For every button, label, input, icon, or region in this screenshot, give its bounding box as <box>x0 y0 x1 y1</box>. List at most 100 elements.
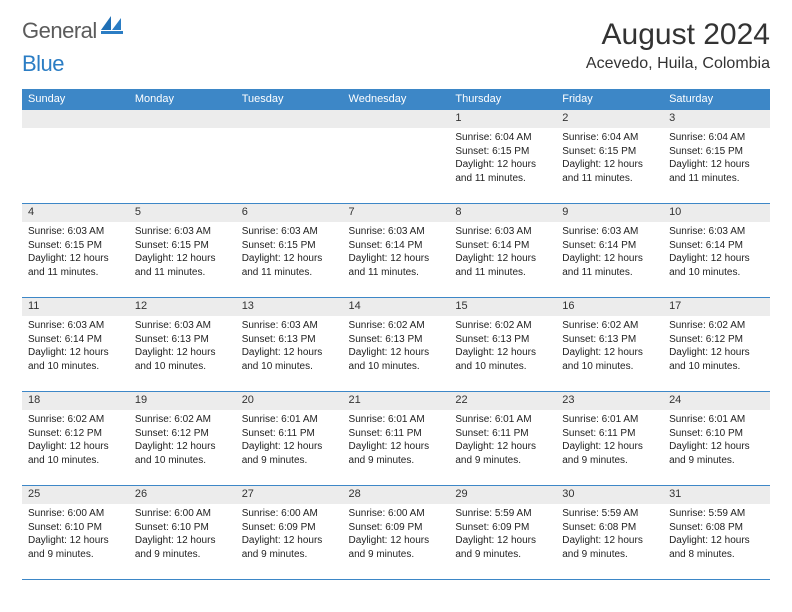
day-details: Sunrise: 6:03 AMSunset: 6:14 PMDaylight:… <box>22 316 129 379</box>
day-header: Friday <box>556 89 663 110</box>
day-details: Sunrise: 6:03 AMSunset: 6:15 PMDaylight:… <box>236 222 343 285</box>
calendar-cell: 19Sunrise: 6:02 AMSunset: 6:12 PMDayligh… <box>129 392 236 486</box>
day-details: Sunrise: 6:04 AMSunset: 6:15 PMDaylight:… <box>449 128 556 191</box>
calendar-cell: 7Sunrise: 6:03 AMSunset: 6:14 PMDaylight… <box>343 204 450 298</box>
calendar-page: General August 2024 Acevedo, Huila, Colo… <box>0 0 792 598</box>
day-number: 31 <box>663 486 770 504</box>
sunrise-text: Sunrise: 6:00 AM <box>242 507 337 521</box>
calendar-cell: 27Sunrise: 6:00 AMSunset: 6:09 PMDayligh… <box>236 486 343 580</box>
day-header: Tuesday <box>236 89 343 110</box>
calendar-cell: 10Sunrise: 6:03 AMSunset: 6:14 PMDayligh… <box>663 204 770 298</box>
sunset-text: Sunset: 6:14 PM <box>455 239 550 253</box>
sunset-text: Sunset: 6:15 PM <box>669 145 764 159</box>
day-details: Sunrise: 6:01 AMSunset: 6:11 PMDaylight:… <box>556 410 663 473</box>
sunrise-text: Sunrise: 6:03 AM <box>349 225 444 239</box>
sunset-text: Sunset: 6:10 PM <box>669 427 764 441</box>
sunrise-text: Sunrise: 6:02 AM <box>135 413 230 427</box>
sunrise-text: Sunrise: 6:01 AM <box>669 413 764 427</box>
sunrise-text: Sunrise: 6:03 AM <box>455 225 550 239</box>
logo-sail-icon <box>101 16 123 39</box>
daylight-text: Daylight: 12 hours and 11 minutes. <box>28 252 123 279</box>
calendar-table: Sunday Monday Tuesday Wednesday Thursday… <box>22 89 770 580</box>
sunrise-text: Sunrise: 6:02 AM <box>669 319 764 333</box>
calendar-cell: 28Sunrise: 6:00 AMSunset: 6:09 PMDayligh… <box>343 486 450 580</box>
day-details: Sunrise: 6:02 AMSunset: 6:12 PMDaylight:… <box>22 410 129 473</box>
sunrise-text: Sunrise: 6:03 AM <box>135 319 230 333</box>
sunset-text: Sunset: 6:14 PM <box>669 239 764 253</box>
daylight-text: Daylight: 12 hours and 9 minutes. <box>349 440 444 467</box>
day-details: Sunrise: 6:02 AMSunset: 6:13 PMDaylight:… <box>556 316 663 379</box>
day-number: 27 <box>236 486 343 504</box>
day-details: Sunrise: 6:00 AMSunset: 6:10 PMDaylight:… <box>22 504 129 567</box>
sunset-text: Sunset: 6:15 PM <box>242 239 337 253</box>
sunset-text: Sunset: 6:15 PM <box>455 145 550 159</box>
sunset-text: Sunset: 6:09 PM <box>455 521 550 535</box>
day-number: 30 <box>556 486 663 504</box>
sunset-text: Sunset: 6:13 PM <box>242 333 337 347</box>
sunrise-text: Sunrise: 6:03 AM <box>669 225 764 239</box>
day-number: 5 <box>129 204 236 222</box>
sunset-text: Sunset: 6:13 PM <box>455 333 550 347</box>
daylight-text: Daylight: 12 hours and 11 minutes. <box>455 252 550 279</box>
calendar-cell: 4 Sunrise: 6:03 AMSunset: 6:15 PMDaylight… <box>22 204 129 298</box>
daylight-text: Daylight: 12 hours and 9 minutes. <box>669 440 764 467</box>
sunrise-text: Sunrise: 6:04 AM <box>669 131 764 145</box>
day-details: Sunrise: 6:02 AMSunset: 6:13 PMDaylight:… <box>343 316 450 379</box>
day-header-row: Sunday Monday Tuesday Wednesday Thursday… <box>22 89 770 110</box>
daylight-text: Daylight: 12 hours and 8 minutes. <box>669 534 764 561</box>
day-details: Sunrise: 6:01 AMSunset: 6:11 PMDaylight:… <box>236 410 343 473</box>
sunrise-text: Sunrise: 6:04 AM <box>455 131 550 145</box>
day-details: Sunrise: 6:03 AMSunset: 6:14 PMDaylight:… <box>343 222 450 285</box>
calendar-cell: 23Sunrise: 6:01 AMSunset: 6:11 PMDayligh… <box>556 392 663 486</box>
daylight-text: Daylight: 12 hours and 9 minutes. <box>562 440 657 467</box>
sunrise-text: Sunrise: 6:00 AM <box>349 507 444 521</box>
daylight-text: Daylight: 12 hours and 10 minutes. <box>135 440 230 467</box>
day-number: 8 <box>449 204 556 222</box>
calendar-cell: 31Sunrise: 5:59 AMSunset: 6:08 PMDayligh… <box>663 486 770 580</box>
sunset-text: Sunset: 6:10 PM <box>28 521 123 535</box>
day-details: Sunrise: 6:00 AMSunset: 6:10 PMDaylight:… <box>129 504 236 567</box>
daylight-text: Daylight: 12 hours and 11 minutes. <box>242 252 337 279</box>
sunset-text: Sunset: 6:13 PM <box>349 333 444 347</box>
day-header: Thursday <box>449 89 556 110</box>
day-number: 9 <box>556 204 663 222</box>
daylight-text: Daylight: 12 hours and 10 minutes. <box>349 346 444 373</box>
day-number: 29 <box>449 486 556 504</box>
sunrise-text: Sunrise: 6:01 AM <box>349 413 444 427</box>
calendar-cell: 29Sunrise: 5:59 AMSunset: 6:09 PMDayligh… <box>449 486 556 580</box>
calendar-cell: 5Sunrise: 6:03 AMSunset: 6:15 PMDaylight… <box>129 204 236 298</box>
daylight-text: Daylight: 12 hours and 9 minutes. <box>455 440 550 467</box>
day-number: 10 <box>663 204 770 222</box>
calendar-week-row: 11Sunrise: 6:03 AMSunset: 6:14 PMDayligh… <box>22 298 770 392</box>
sunset-text: Sunset: 6:08 PM <box>562 521 657 535</box>
sunrise-text: Sunrise: 5:59 AM <box>562 507 657 521</box>
day-details: Sunrise: 6:03 AMSunset: 6:14 PMDaylight:… <box>556 222 663 285</box>
daylight-text: Daylight: 12 hours and 10 minutes. <box>455 346 550 373</box>
logo: General <box>22 18 125 44</box>
sunset-text: Sunset: 6:14 PM <box>562 239 657 253</box>
daylight-text: Daylight: 12 hours and 11 minutes. <box>562 158 657 185</box>
day-details: Sunrise: 6:00 AMSunset: 6:09 PMDaylight:… <box>343 504 450 567</box>
day-details: Sunrise: 6:00 AMSunset: 6:09 PMDaylight:… <box>236 504 343 567</box>
daylight-text: Daylight: 12 hours and 10 minutes. <box>28 346 123 373</box>
day-details: Sunrise: 6:03 AMSunset: 6:14 PMDaylight:… <box>449 222 556 285</box>
calendar-cell: 22Sunrise: 6:01 AMSunset: 6:11 PMDayligh… <box>449 392 556 486</box>
calendar-cell: 9Sunrise: 6:03 AMSunset: 6:14 PMDaylight… <box>556 204 663 298</box>
month-title: August 2024 <box>586 18 770 51</box>
sunrise-text: Sunrise: 6:03 AM <box>28 225 123 239</box>
daylight-text: Daylight: 12 hours and 9 minutes. <box>28 534 123 561</box>
calendar-cell: 24Sunrise: 6:01 AMSunset: 6:10 PMDayligh… <box>663 392 770 486</box>
calendar-cell <box>343 110 450 204</box>
sunrise-text: Sunrise: 6:03 AM <box>562 225 657 239</box>
day-number: 7 <box>343 204 450 222</box>
sunset-text: Sunset: 6:12 PM <box>669 333 764 347</box>
sunset-text: Sunset: 6:11 PM <box>349 427 444 441</box>
day-details: Sunrise: 6:04 AMSunset: 6:15 PMDaylight:… <box>556 128 663 191</box>
day-number: 4 <box>22 204 129 222</box>
sunset-text: Sunset: 6:08 PM <box>669 521 764 535</box>
sunset-text: Sunset: 6:15 PM <box>28 239 123 253</box>
calendar-cell: 20Sunrise: 6:01 AMSunset: 6:11 PMDayligh… <box>236 392 343 486</box>
sunset-text: Sunset: 6:09 PM <box>242 521 337 535</box>
day-number: 20 <box>236 392 343 410</box>
calendar-week-row: 18Sunrise: 6:02 AMSunset: 6:12 PMDayligh… <box>22 392 770 486</box>
